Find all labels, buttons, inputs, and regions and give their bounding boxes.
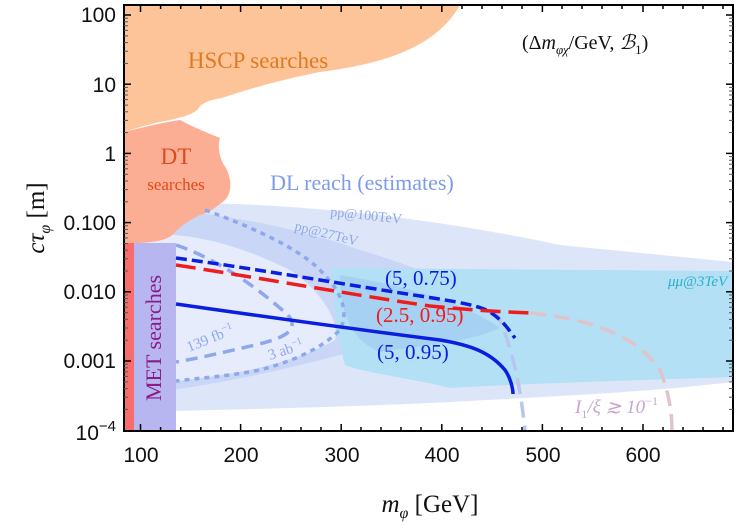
pp100-label: pp@100TeV xyxy=(330,205,403,227)
y-minor-ticks xyxy=(123,17,734,410)
y-tick-labels: 100 10 1 0.100 0.010 0.001 10−4 xyxy=(63,4,116,445)
y-tick-label: 0.001 xyxy=(63,350,116,373)
lumi-139-contour xyxy=(175,243,294,364)
plot-frame xyxy=(123,4,734,432)
y-tick-label-min: 10−4 xyxy=(76,418,116,445)
x-tick-label: 500 xyxy=(525,444,560,467)
series-5-095-label: (5, 0.95) xyxy=(377,340,449,364)
tail-red-faint xyxy=(529,311,674,431)
y-tick-label: 0.100 xyxy=(63,212,116,235)
corner-annotation: (Δmφχ/GeV, ℬ1) xyxy=(522,32,648,57)
y-tick-label: 0.010 xyxy=(63,281,116,304)
lumi-3ab-label: 3 ab−1 xyxy=(266,336,306,364)
x-tick-label: 100 xyxy=(123,444,158,467)
series-25-095-label: (2.5, 0.95) xyxy=(376,303,464,327)
y-tick-label: 100 xyxy=(81,4,116,27)
mumu-label: μμ@3TeV xyxy=(667,274,729,290)
dt-region xyxy=(124,120,231,245)
x-tick-label: 200 xyxy=(223,444,258,467)
y-tick-label: 1 xyxy=(104,143,116,166)
lumi-3ab-contour xyxy=(175,208,346,383)
met-region xyxy=(134,243,176,431)
dl-label: DL reach (estimates) xyxy=(270,170,454,195)
x-tick-label: 300 xyxy=(324,444,359,467)
inner-region xyxy=(135,234,336,386)
y-tick-label: 10 xyxy=(93,74,116,97)
dt-label-2: searches xyxy=(147,175,205,194)
x-tick-label: 600 xyxy=(625,444,660,467)
lep-region xyxy=(124,243,134,431)
series-5-075-label: (5, 0.75) xyxy=(385,266,457,290)
met-label: MET searches xyxy=(141,275,166,401)
x-tick-labels: 100 200 300 400 500 600 xyxy=(123,444,660,467)
x-tick-label: 400 xyxy=(424,444,459,467)
series-5-095 xyxy=(175,302,515,395)
tail-blue-faint xyxy=(493,309,527,431)
y-ticks xyxy=(124,14,733,362)
dt-label-1: DT xyxy=(161,144,192,169)
hscp-region xyxy=(124,5,460,132)
i1-label: I1/ξ ≳ 10−1 xyxy=(574,394,658,421)
x-axis-label: mφ [GeV] xyxy=(381,491,478,522)
hscp-label: HSCP searches xyxy=(188,48,328,73)
x-ticks xyxy=(139,5,724,431)
y-axis-label: cτφ [m] xyxy=(23,182,54,253)
series-25-095 xyxy=(175,263,533,315)
